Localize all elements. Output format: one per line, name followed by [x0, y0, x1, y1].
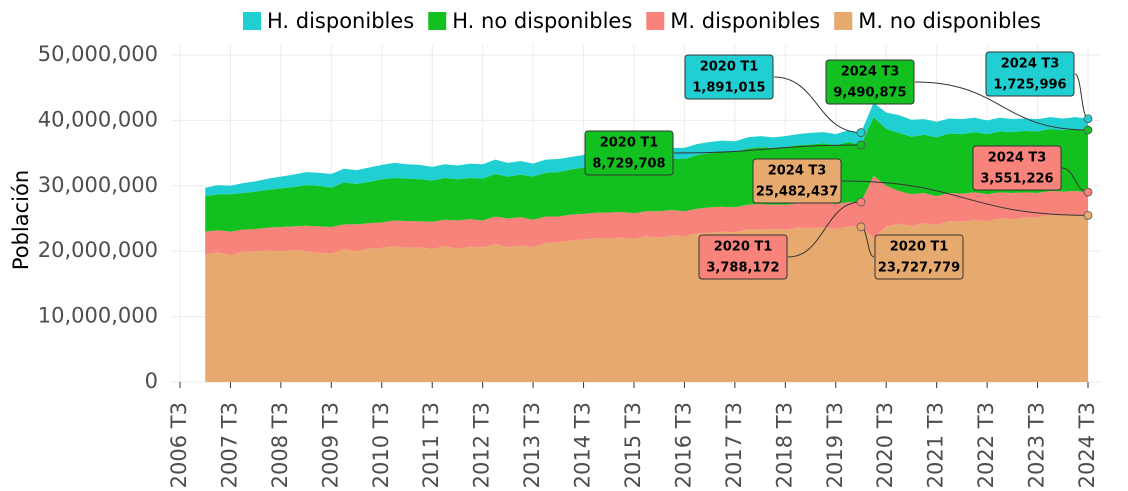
- x-tick-label: 2008 T3: [268, 402, 292, 488]
- legend-swatch: [834, 12, 853, 30]
- data-label: 1,725,996: [993, 78, 1066, 93]
- x-tick-label: 2009 T3: [318, 402, 342, 488]
- point: [1083, 125, 1093, 135]
- area: [205, 214, 1088, 382]
- point: [856, 197, 866, 207]
- y-tick-label: 10,000,000: [38, 304, 158, 328]
- y-tick-label: 20,000,000: [38, 238, 158, 262]
- x-tick-label: 2012 T3: [470, 402, 494, 488]
- y-tick-label: 50,000,000: [38, 42, 158, 66]
- label-box: [972, 145, 1062, 191]
- leader-line: [673, 144, 862, 154]
- x-tick-label: 2022 T3: [974, 402, 998, 488]
- legend-label: H. disponibles: [267, 9, 414, 33]
- data-label: 23,727,779: [878, 261, 960, 276]
- x-tick-label: 2018 T3: [772, 402, 796, 488]
- label-box: [698, 234, 788, 280]
- data-label: 3,551,226: [980, 172, 1053, 187]
- legend-label: H. no disponibles: [452, 9, 632, 33]
- x-tick-label: 2017 T3: [722, 402, 746, 488]
- x-tick-label: 2011 T3: [419, 402, 443, 488]
- leader-line: [787, 201, 862, 258]
- label-box: [752, 158, 842, 204]
- legend-swatch: [243, 12, 261, 30]
- point: [856, 222, 866, 232]
- label-box: [584, 130, 674, 176]
- x-tick-label: 2024 T3: [1075, 402, 1099, 488]
- label-date: 2024 T3: [768, 164, 827, 179]
- data-label: 9,490,875: [833, 86, 906, 101]
- point: [856, 140, 866, 150]
- x-tick-label: 2006 T3: [167, 402, 191, 488]
- label-box: [874, 234, 964, 280]
- x-tick-label: 2023 T3: [1025, 402, 1049, 488]
- leader-line: [773, 76, 862, 134]
- point: [1083, 187, 1093, 197]
- y-tick-label: 40,000,000: [38, 107, 158, 131]
- label-date: 2024 T3: [841, 65, 900, 80]
- x-tick-label: 2021 T3: [924, 402, 948, 488]
- x-tick-label: 2007 T3: [217, 402, 241, 488]
- x-tick-label: 2014 T3: [571, 402, 595, 488]
- label-date: 2020 T1: [714, 240, 773, 255]
- label-box: [985, 51, 1075, 97]
- point: [1083, 210, 1093, 220]
- point: [1083, 114, 1093, 124]
- data-label: 8,729,708: [592, 157, 665, 172]
- leader-line: [841, 180, 1089, 216]
- label-box: [825, 59, 915, 105]
- data-label: 25,482,437: [756, 185, 838, 200]
- x-tick-label: 2010 T3: [369, 402, 393, 488]
- label-date: 2024 T3: [988, 151, 1047, 166]
- x-tick-label: 2016 T3: [671, 402, 695, 488]
- area: [205, 175, 1088, 256]
- legend-label: M. no disponibles: [858, 9, 1041, 33]
- label-date: 2020 T1: [700, 60, 759, 75]
- data-label: 1,891,015: [692, 81, 765, 96]
- x-tick-label: 2015 T3: [621, 402, 645, 488]
- y-tick-label: 30,000,000: [38, 173, 158, 197]
- y-axis-label: Población: [9, 170, 33, 270]
- point: [856, 128, 866, 137]
- label-date: 2020 T1: [600, 136, 659, 151]
- x-tick-label: 2019 T3: [823, 402, 847, 488]
- label-date: 2020 T1: [890, 240, 949, 255]
- x-tick-label: 2020 T3: [873, 402, 897, 488]
- legend-swatch: [428, 12, 447, 30]
- leader-line: [914, 81, 1089, 131]
- y-tick-label: 0: [145, 369, 158, 393]
- area: [205, 102, 1088, 197]
- label-box: [684, 54, 774, 100]
- label-date: 2024 T3: [1001, 57, 1060, 72]
- data-label: 3,788,172: [706, 261, 779, 276]
- legend-label: M. disponibles: [670, 9, 820, 33]
- legend-swatch: [646, 12, 665, 30]
- x-tick-label: 2013 T3: [520, 402, 544, 488]
